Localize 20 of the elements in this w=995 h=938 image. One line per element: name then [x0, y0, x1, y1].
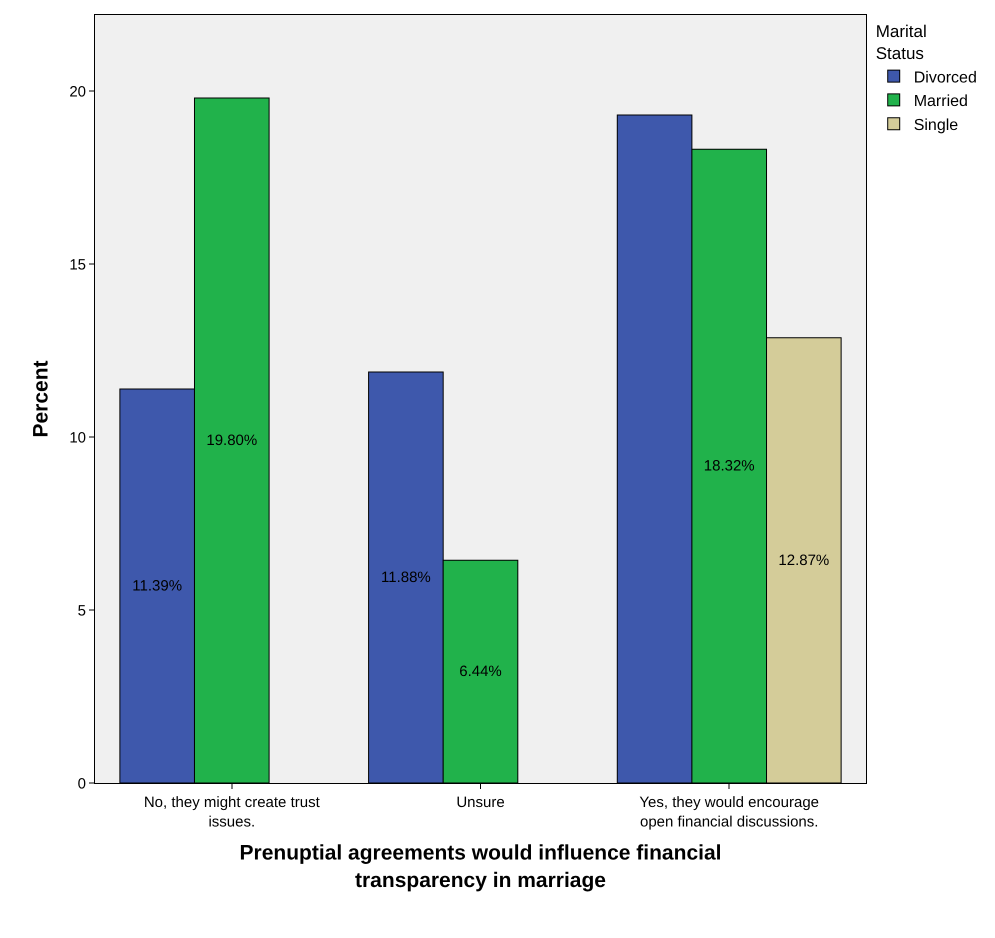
y-tick-label: 15 [69, 256, 86, 274]
legend-label: Married [914, 93, 968, 110]
y-axis-title: Percent [29, 360, 52, 438]
y-tick-label: 0 [78, 775, 86, 792]
data-label: 11.39% [132, 577, 182, 594]
legend-title: Marital Status [876, 22, 927, 64]
data-label: 11.88% [381, 569, 431, 586]
data-label: 6.44% [459, 663, 502, 680]
x-tick-label: Yes, they would encourage open financial discussions. [639, 794, 819, 830]
data-label: 19.80% [206, 432, 258, 450]
data-label: 12.87% [778, 552, 830, 569]
x-axis-title: Prenuptial agreements would influence financial transparency in marriage [240, 842, 722, 892]
y-tick-label: 10 [69, 429, 86, 446]
x-tick-label: Unsure [456, 794, 505, 811]
data-label: 18.32% [704, 458, 755, 475]
y-tick-label: 5 [78, 602, 86, 620]
legend-label: Divorced [914, 69, 977, 86]
legend-label: Single [914, 116, 958, 134]
x-tick-label: No, they might create trust issues. [144, 794, 321, 830]
y-tick-label: 20 [69, 83, 86, 100]
